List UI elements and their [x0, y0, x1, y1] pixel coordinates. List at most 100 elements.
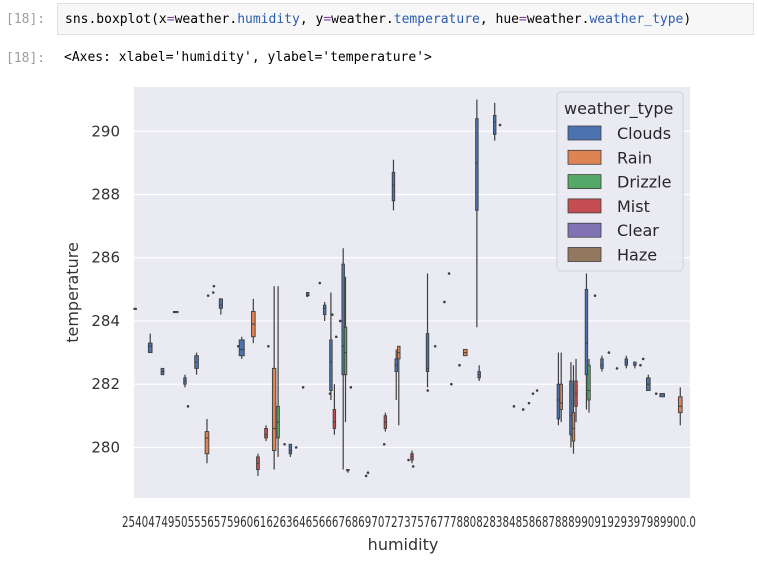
legend-label-mist: Mist: [617, 197, 650, 216]
legend-label-haze: Haze: [617, 246, 657, 265]
code-token: =: [323, 12, 332, 27]
outlier-point: [267, 344, 270, 348]
input-prompt: [18]:: [6, 12, 46, 27]
output-text: <Axes: xlabel='humidity', ylabel='temper…: [64, 50, 432, 65]
box-clouds: [218, 298, 223, 309]
outlier-point: [334, 335, 338, 339]
outlier-point: [211, 291, 215, 294]
legend-label-clouds: Clouds: [617, 124, 671, 143]
legend-swatch-clear: [567, 222, 602, 238]
box-clouds: [556, 383, 561, 420]
outlier-point: [531, 392, 535, 395]
code-token: weather.: [526, 12, 590, 27]
outlier-point: [382, 442, 386, 446]
box-clouds: [329, 339, 333, 391]
legend-label-rain: Rain: [617, 148, 652, 167]
outlier-point: [426, 389, 430, 392]
box-mist: [264, 427, 268, 439]
legend-swatch-mist: [567, 198, 602, 214]
outlier-point: [411, 465, 415, 468]
code-token: sns.boxplot(x: [65, 12, 167, 27]
y-tick-label: 280: [91, 438, 120, 456]
box-clouds: [147, 342, 153, 354]
y-tick-label: 282: [91, 375, 120, 393]
code-cell[interactable]: sns.boxplot(x=weather.humidity, y=weathe…: [57, 3, 754, 35]
box-rain: [204, 431, 210, 455]
legend-label-clear: Clear: [617, 221, 659, 240]
outlier-point: [236, 344, 240, 348]
outlier-point: [212, 284, 216, 288]
code-token: weather.: [174, 12, 238, 27]
outlier-point: [639, 363, 642, 367]
outlier-point: [349, 386, 353, 389]
y-tick-label: 286: [91, 249, 120, 267]
box-rain: [571, 412, 576, 442]
x-axis-label: humidity: [368, 535, 439, 554]
outlier-point: [433, 344, 437, 348]
y-tick-label: 290: [91, 122, 120, 140]
box-rain: [559, 383, 563, 410]
outlier-point: [447, 272, 451, 275]
box-clouds: [238, 339, 245, 357]
outlier-point: [206, 294, 210, 297]
code-token: humidity: [237, 12, 300, 27]
outlier-point: [535, 389, 539, 392]
box-clouds: [584, 288, 589, 376]
legend-swatch-clouds: [567, 125, 602, 141]
outlier-point: [443, 300, 446, 304]
outlier-point: [615, 367, 619, 370]
outlier-point: [593, 294, 597, 297]
outlier-point: [366, 471, 370, 475]
box-drizzle: [587, 364, 591, 401]
box-clouds: [322, 304, 327, 316]
box-clouds: [475, 118, 479, 211]
code-token: =: [166, 12, 175, 27]
legend-swatch-drizzle: [567, 174, 602, 190]
outlier-point: [328, 392, 332, 395]
code-token: =: [519, 12, 527, 27]
box-rain: [271, 367, 277, 452]
outlier-point: [305, 294, 309, 297]
outlier-point: [641, 357, 645, 361]
box-clouds: [425, 333, 430, 372]
code-token: , y: [299, 12, 324, 27]
legend-title: weather_type: [564, 99, 673, 119]
legend-swatch-haze: [567, 247, 602, 262]
code-token: weather_type: [589, 12, 684, 27]
outlier-point: [364, 474, 368, 478]
x-tick-labels: 2540474950555657596061626364656667686970…: [122, 513, 696, 531]
outlier-point: [654, 392, 658, 395]
y-axis-label: temperature: [63, 242, 82, 343]
outlier-point: [301, 386, 305, 389]
code-token: , hue: [479, 12, 519, 27]
outlier-point: [607, 351, 611, 354]
code-text: sns.boxplot(x=weather.humidity, y=weathe…: [65, 12, 691, 27]
box-clouds: [391, 171, 396, 202]
outlier-point: [498, 123, 502, 127]
outlier-point: [294, 446, 298, 449]
y-tick-label: 284: [91, 312, 120, 330]
outlier-point: [407, 458, 410, 462]
outlier-point: [527, 401, 531, 405]
y-tick-label: 288: [91, 185, 120, 203]
outlier-point: [338, 319, 342, 323]
legend-label-drizzle: Drizzle: [617, 173, 671, 192]
legend-swatch-rain: [567, 149, 602, 165]
output-prompt: [18]:: [6, 51, 46, 66]
box-clouds: [493, 115, 497, 135]
outlier-point: [283, 442, 286, 446]
outlier-point: [458, 363, 461, 367]
box-clouds: [341, 263, 345, 376]
code-token: weather.: [331, 12, 394, 27]
box-clouds: [569, 380, 573, 436]
outlier-point: [450, 382, 453, 386]
box-mist: [332, 409, 337, 429]
outlier-point: [331, 313, 334, 316]
box-drizzle: [343, 326, 348, 376]
box-rain: [677, 396, 683, 414]
outlier-point: [521, 408, 525, 411]
outlier-point: [512, 405, 516, 408]
outlier-point: [186, 405, 190, 408]
outlier-point: [318, 281, 322, 285]
box-clouds: [288, 443, 293, 455]
